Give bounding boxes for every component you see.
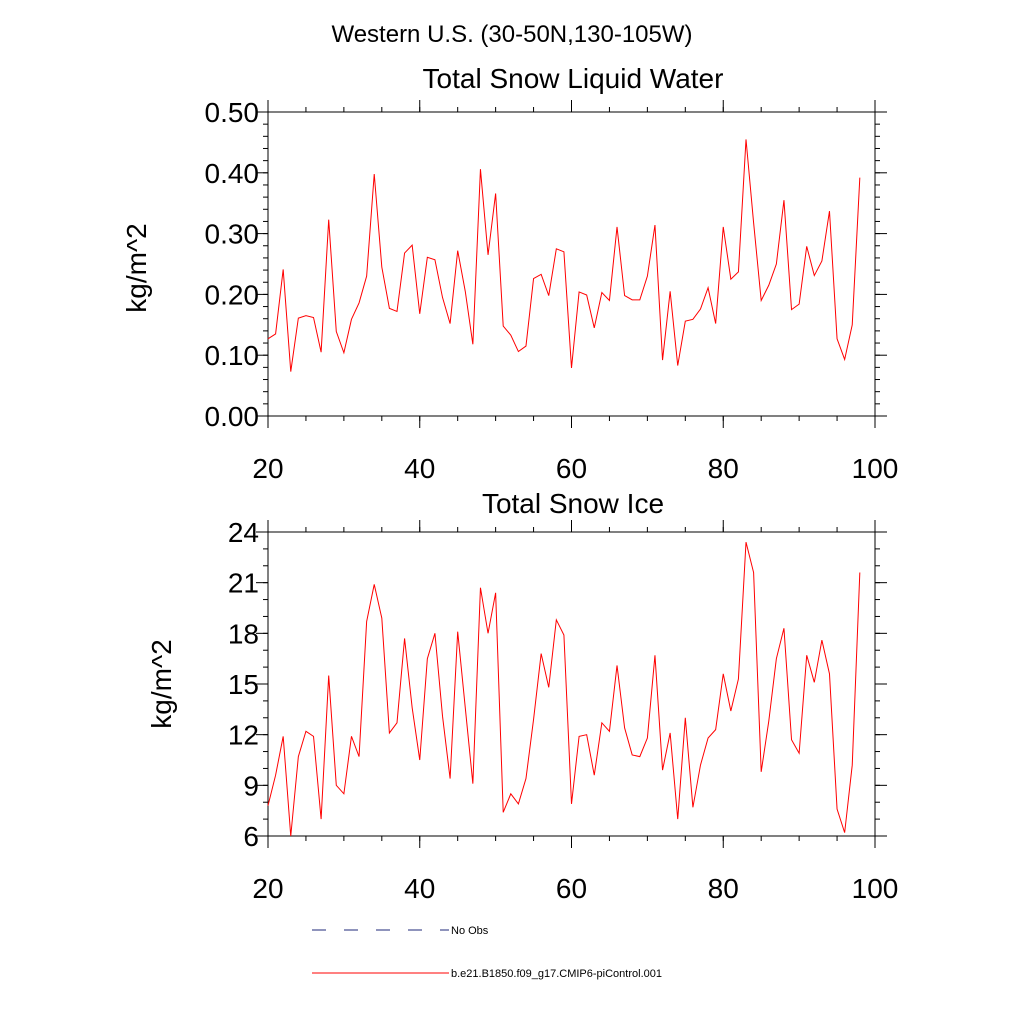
y-tick-label: 21 bbox=[228, 568, 259, 599]
x-tick-label: 60 bbox=[556, 453, 587, 484]
panel-total-snow-ice: Total Snow Ice kg/m^2 20 40 60 80 100 6 9 12 15 1… bbox=[146, 488, 898, 904]
series-group bbox=[267, 139, 861, 372]
x-tick-label: 100 bbox=[852, 873, 899, 904]
x-tick-label: 40 bbox=[404, 453, 435, 484]
y-tick-label: 0.10 bbox=[205, 340, 260, 371]
axis-ticks bbox=[256, 520, 887, 848]
chart-title: Total Snow Ice bbox=[482, 488, 664, 519]
series-group bbox=[267, 542, 861, 837]
panel-total-snow-liquid-water: Total Snow Liquid Water kg/m^2 20 40 60 80 1… bbox=[121, 63, 898, 484]
y-tick-label: 15 bbox=[228, 669, 259, 700]
x-tick-label: 80 bbox=[708, 873, 739, 904]
y-axis-label: kg/m^2 bbox=[121, 223, 152, 312]
legend: No Obs b.e21.B1850.f09_g17.CMIP6-piContr… bbox=[312, 925, 662, 980]
x-tick-label: 80 bbox=[708, 453, 739, 484]
x-tick-label: 20 bbox=[252, 453, 283, 484]
y-tick-label: 24 bbox=[228, 517, 259, 548]
y-tick-label: 0.40 bbox=[205, 158, 260, 189]
tick-labels: 20 40 60 80 100 6 9 12 15 18 21 24 bbox=[228, 517, 899, 904]
tick-labels: 20 40 60 80 100 0.00 0.10 0.20 0.30 0.40 0.50 bbox=[205, 97, 899, 484]
chart-title: Total Snow Liquid Water bbox=[423, 63, 724, 94]
y-tick-label: 0.30 bbox=[205, 219, 260, 250]
y-tick-label: 18 bbox=[228, 618, 259, 649]
plot-frame bbox=[267, 531, 876, 837]
y-tick-label: 9 bbox=[243, 770, 259, 801]
y-tick-label: 12 bbox=[228, 720, 259, 751]
x-tick-label: 40 bbox=[404, 873, 435, 904]
y-axis-label: kg/m^2 bbox=[146, 639, 177, 728]
legend-label-no-obs: No Obs bbox=[451, 925, 489, 937]
x-tick-label: 60 bbox=[556, 873, 587, 904]
figure-suptitle: Western U.S. (30-50N,130-105W) bbox=[331, 21, 692, 48]
series-line bbox=[267, 542, 861, 837]
y-tick-label: 0.20 bbox=[205, 279, 260, 310]
series-line bbox=[267, 139, 861, 372]
plot-frame bbox=[267, 111, 876, 417]
x-tick-label: 20 bbox=[252, 873, 283, 904]
legend-label-model: b.e21.B1850.f09_g17.CMIP6-piControl.001 bbox=[451, 968, 662, 980]
y-tick-label: 0.50 bbox=[205, 97, 260, 128]
axis-ticks bbox=[256, 100, 887, 428]
y-tick-label: 6 bbox=[243, 821, 259, 852]
x-tick-label: 100 bbox=[852, 453, 899, 484]
y-tick-label: 0.00 bbox=[205, 401, 260, 432]
